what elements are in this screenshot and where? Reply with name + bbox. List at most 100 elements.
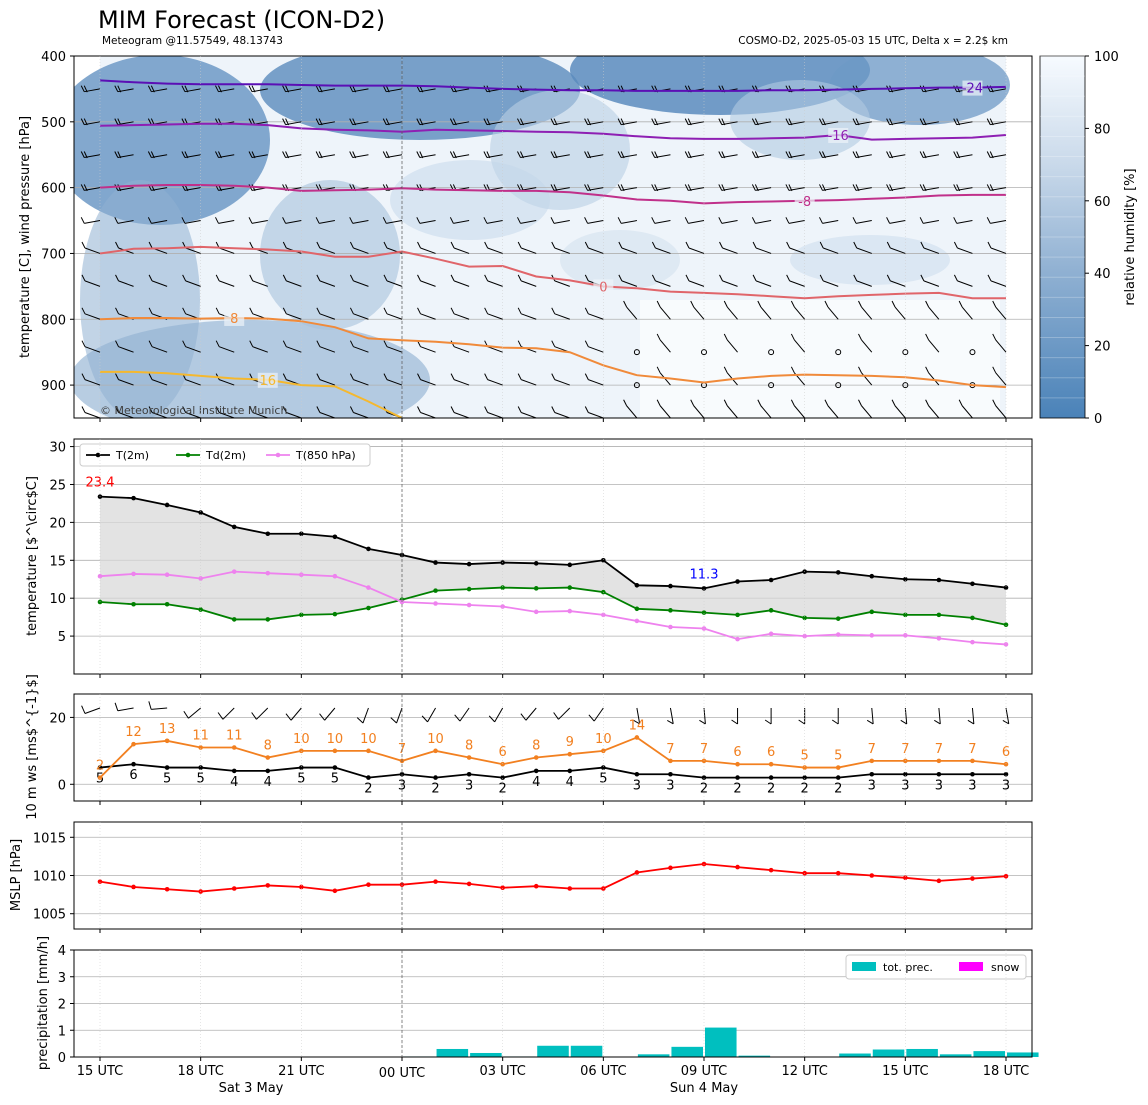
wind-barb-flag (819, 241, 824, 249)
data-label: 4 (264, 775, 272, 790)
series-line (99, 495, 1007, 590)
wind-barb (84, 346, 101, 353)
wind-barb-flag (852, 118, 857, 125)
y-tick-label: 0 (58, 778, 66, 793)
wind-barb-flag (115, 406, 119, 413)
data-label: 6 (129, 768, 137, 783)
wind-barb-flag (925, 399, 930, 406)
data-point (533, 609, 539, 615)
wind-barb-flag (690, 300, 695, 308)
wind-barb (285, 220, 302, 224)
wind-barb-flag (483, 151, 488, 158)
wind-barb (587, 220, 604, 224)
wind-barb (793, 306, 806, 320)
wind-barb-flag (853, 241, 858, 249)
data-point (299, 765, 304, 770)
data-label: 7 (968, 742, 976, 757)
wind-barb-flag (282, 118, 287, 125)
data-point (97, 775, 103, 780)
isotherm-line (99, 316, 1007, 389)
data-point (936, 878, 942, 884)
wind-barb (553, 220, 570, 224)
wind-barb-flag (886, 118, 891, 125)
wind-barb-flag (920, 274, 925, 282)
wind-barb-flag (517, 406, 522, 413)
wind-barb (889, 220, 906, 224)
wind-barb (219, 412, 235, 418)
wind-barb (990, 247, 1007, 254)
series-line (99, 570, 1007, 646)
wind-barb-flag (584, 241, 589, 249)
wind-barb (558, 707, 571, 720)
wind-barb-flag (147, 151, 152, 158)
wind-barb-flag (349, 307, 354, 315)
wind-barb-flag (81, 373, 86, 380)
wind-barb-flag (925, 300, 930, 308)
copyright-text: © Meteorological Institute Munich (100, 404, 287, 417)
wind-barb-flag (858, 333, 862, 341)
wind-barb-flag (953, 274, 958, 282)
wind-barb (521, 280, 537, 287)
wind-barb-flag (620, 151, 625, 159)
wind-barb (218, 220, 235, 224)
wind-barb-flag (251, 712, 257, 720)
wind-barb-flag (886, 241, 891, 249)
wind-barb (487, 379, 503, 386)
wind-barb-flag (956, 184, 961, 192)
wind-barb (219, 379, 235, 386)
wind-barb-flag (352, 85, 357, 93)
wind-barb (626, 405, 638, 418)
wind-barb (256, 707, 269, 720)
y-tick-label: 3 (58, 971, 66, 986)
wind-barb-flag (987, 241, 992, 249)
data-point (735, 775, 740, 780)
data-point (768, 608, 774, 613)
wind-barb-flag (754, 184, 759, 192)
wind-barb-flag (822, 118, 826, 126)
data-point (366, 546, 371, 552)
wind-barb (386, 280, 403, 287)
wind-barb-flag (687, 151, 692, 159)
legend: tot. prec. snow (845, 954, 1027, 980)
wind-barb-flag (517, 184, 521, 191)
precip-bar (637, 1054, 670, 1057)
data-point (634, 771, 640, 777)
colorbar-tick-label: 0 (1094, 412, 1102, 427)
data-label: 3 (868, 778, 876, 793)
data-label: 2 (700, 782, 708, 797)
wind-barb (554, 280, 570, 287)
wind-barb (669, 707, 674, 724)
wind-barb (861, 339, 873, 353)
data-point (231, 569, 237, 574)
data-point (466, 561, 472, 567)
wind-barb-flag (853, 274, 858, 282)
wind-barb-flag (80, 217, 85, 224)
wind-barb-flag (651, 274, 656, 282)
wind-barb (923, 247, 940, 254)
wind-barb-flag (723, 399, 728, 406)
precip-bar (1007, 1052, 1039, 1057)
wind-barb-flag (318, 151, 323, 159)
data-point (970, 771, 975, 777)
wind-barb (286, 346, 302, 353)
day-label: Sun 4 May (670, 1081, 738, 1096)
wind-barb (722, 247, 738, 254)
data-point (533, 561, 539, 566)
wind-barb-flag (584, 373, 589, 380)
data-point (131, 761, 136, 767)
wind-barb-flag (651, 241, 656, 249)
wind-barb-flag (419, 151, 424, 159)
wind-barb (755, 280, 772, 287)
wind-barb-flag (584, 307, 589, 315)
data-point (668, 771, 673, 777)
wind-barb-flag (584, 118, 589, 125)
isotherm-label: 8 (230, 312, 238, 327)
wind-barb-flag (764, 719, 772, 725)
data-point (1003, 642, 1009, 647)
data-label: 8 (532, 739, 540, 754)
wind-barb (688, 220, 705, 224)
calm-marker (633, 349, 640, 356)
wind-barb-flag (886, 184, 891, 191)
wind-barb-flag (889, 151, 894, 159)
data-point (299, 531, 304, 537)
